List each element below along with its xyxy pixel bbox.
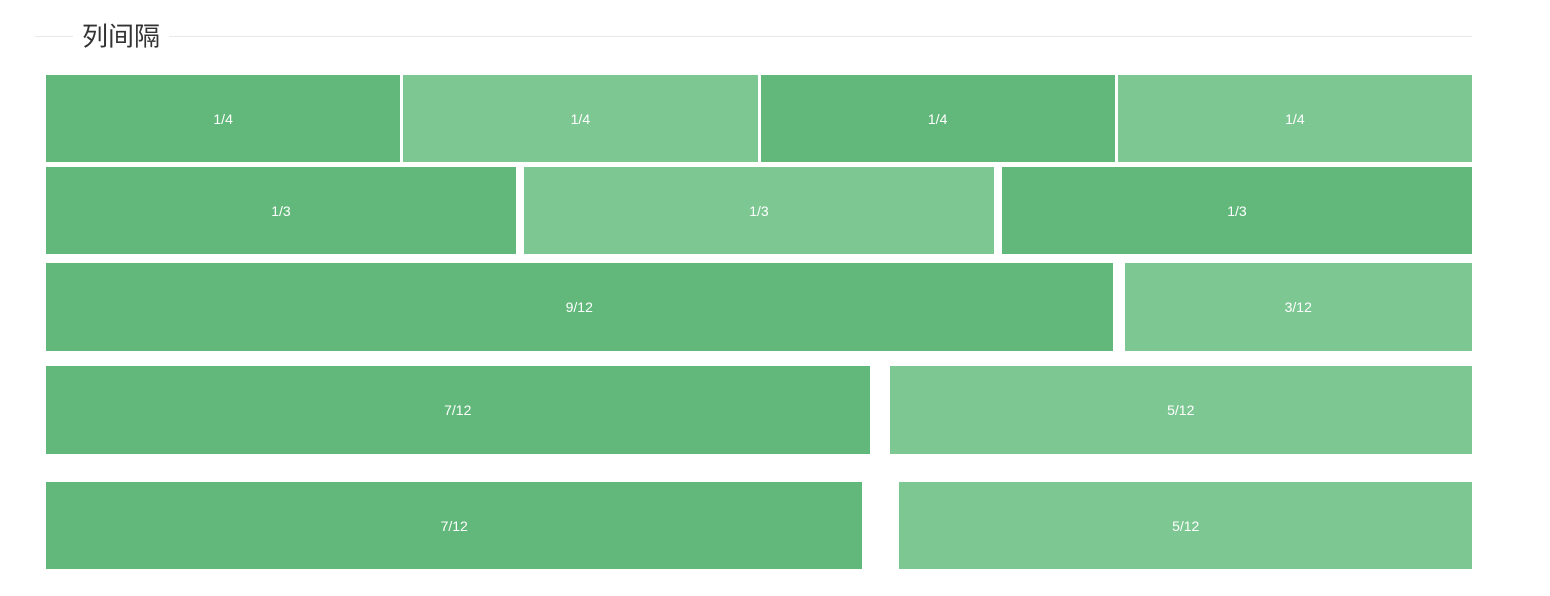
grid-row: 7/12 5/12 [46, 366, 1472, 454]
grid-block: 5/12 [899, 482, 1472, 569]
grid-block: 1/4 [1117, 75, 1472, 162]
layout-demo-page: 列间隔 1/4 1/4 1/4 1/4 1/3 1/3 1/3 9/12 3/12 7/12 5/1… [0, 23, 1550, 596]
grid-block: 1/4 [403, 75, 758, 162]
grid-row: 9/12 3/12 [46, 263, 1472, 351]
grid-row: 1/3 1/3 1/3 [46, 167, 1472, 254]
grid-block: 9/12 [46, 263, 1113, 351]
grid-demo: 1/4 1/4 1/4 1/4 1/3 1/3 1/3 9/12 3/12 7/12 5/12 7/1… [46, 75, 1472, 569]
grid-block: 7/12 [46, 482, 863, 569]
grid-block: 1/3 [1001, 167, 1472, 254]
section-title: 列间隔 [73, 23, 170, 52]
grid-row: 1/4 1/4 1/4 1/4 [46, 75, 1472, 162]
grid-block: 3/12 [1124, 263, 1472, 351]
grid-block: 1/4 [46, 75, 401, 162]
grid-row: 7/12 5/12 [46, 482, 1472, 569]
grid-block: 7/12 [46, 366, 870, 454]
section-divider: 列间隔 [35, 23, 1472, 52]
grid-block: 1/3 [523, 167, 994, 254]
grid-block: 1/3 [46, 167, 516, 254]
grid-block: 5/12 [889, 366, 1472, 454]
grid-block: 1/4 [760, 75, 1115, 162]
